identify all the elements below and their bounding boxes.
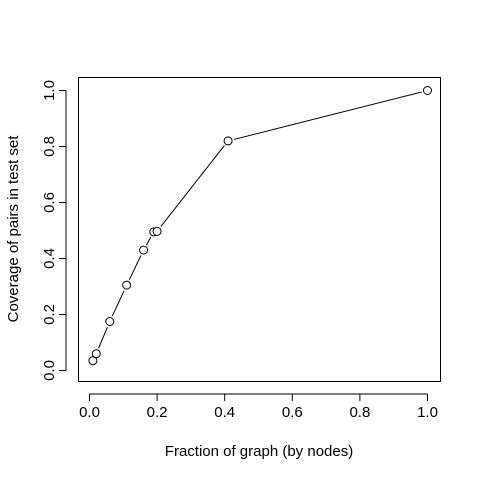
x-axis: 0.0 0.2 0.4 0.6 0.8 1.0 (79, 393, 438, 421)
y-tick-label: 0.6 (41, 192, 58, 213)
x-tick-label: 0.8 (349, 404, 370, 421)
series-segment (146, 236, 152, 246)
series-segment (160, 145, 225, 227)
y-tick-label: 0.2 (41, 304, 58, 325)
y-axis-title: Coverage of pairs in test set (5, 135, 22, 323)
x-tick-label: 1.0 (417, 404, 438, 421)
x-tick-label: 0.0 (79, 404, 100, 421)
series-segment (111, 290, 125, 317)
data-point (105, 317, 115, 326)
series-segment (128, 255, 142, 280)
y-tick-label: 1.0 (41, 80, 58, 101)
y-tick-label: 0.0 (41, 360, 58, 381)
series-segment (98, 326, 108, 349)
x-tick-label: 0.4 (214, 404, 235, 421)
x-axis-title: Fraction of graph (by nodes) (165, 443, 353, 460)
x-tick-label: 0.2 (147, 404, 168, 421)
y-tick-label: 0.8 (41, 136, 58, 157)
y-axis: 0.0 0.2 0.4 0.6 0.8 1.0 (41, 80, 67, 381)
series-layer (98, 91, 422, 349)
series-segment (233, 91, 422, 140)
data-point (423, 86, 432, 95)
y-tick-label: 0.4 (41, 248, 58, 269)
data-point (152, 226, 162, 236)
data-point (139, 245, 149, 255)
data-point (91, 349, 101, 359)
data-point (223, 136, 233, 146)
plot-frame (78, 77, 441, 382)
x-tick-label: 0.6 (282, 404, 303, 421)
point-layer (88, 86, 432, 366)
data-point (88, 356, 98, 366)
data-point (122, 280, 132, 290)
